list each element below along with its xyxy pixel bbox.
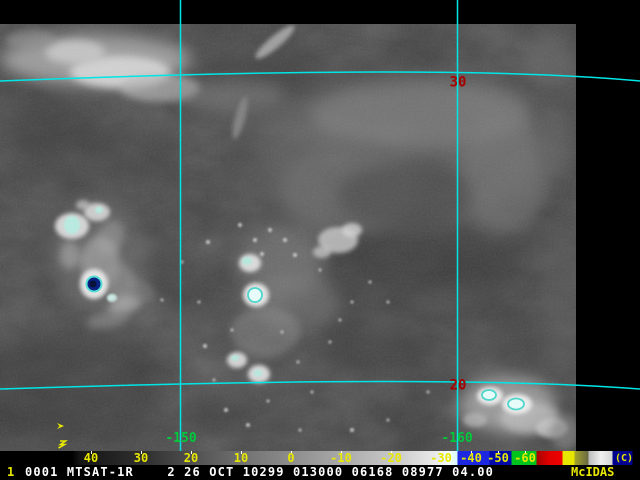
colorbar-tick-label: -20	[380, 451, 402, 465]
colorbar-tick-label: 0	[287, 451, 295, 465]
colorbar-tick-label: 10	[233, 451, 249, 465]
colorbar-tick-mark	[525, 451, 526, 454]
colorbar-tick-mark	[471, 451, 472, 454]
colorbar-tick-label: 40	[83, 451, 99, 465]
colorbar-tick-mark	[291, 451, 292, 454]
colorbar-tick-mark	[441, 451, 442, 454]
colorbar-tick-mark	[341, 451, 342, 454]
colorbar-tick-mark	[241, 451, 242, 454]
colorbar-tick-label: 20	[183, 451, 199, 465]
colorbar-tick-label: -30	[430, 451, 452, 465]
colorbar-tick-label: -10	[330, 451, 352, 465]
temperature-colorbar: 40 30 20 10 0 -10 -20 -30 -40 -50 -60 (C…	[0, 451, 640, 465]
colorbar-tick-label: 30	[133, 451, 149, 465]
colorbar-tick-mark	[391, 451, 392, 454]
mcidas-brand: McIDAS	[571, 465, 615, 479]
colorbar-tick-mark	[191, 451, 192, 454]
colorbar-tick-mark	[498, 451, 499, 454]
satellite-image[interactable]	[0, 0, 640, 451]
colorbar-tick-mark	[141, 451, 142, 454]
cloud-field	[0, 24, 576, 451]
image-info-text: 0001 MTSAT-1R 2 26 OCT 10299 013000 0616…	[25, 465, 494, 479]
status-bar: 1 0001 MTSAT-1R 2 26 OCT 10299 013000 06…	[0, 465, 640, 480]
frame-number: 1	[7, 465, 16, 479]
copyright-label: (C)	[615, 453, 634, 464]
colorbar-tick-mark	[91, 451, 92, 454]
colorbar-gradient	[0, 451, 640, 465]
colorbar-tick-label: -50	[487, 451, 509, 465]
colorbar-tick-label: -60	[514, 451, 536, 465]
colorbar-tick-label: -40	[460, 451, 482, 465]
